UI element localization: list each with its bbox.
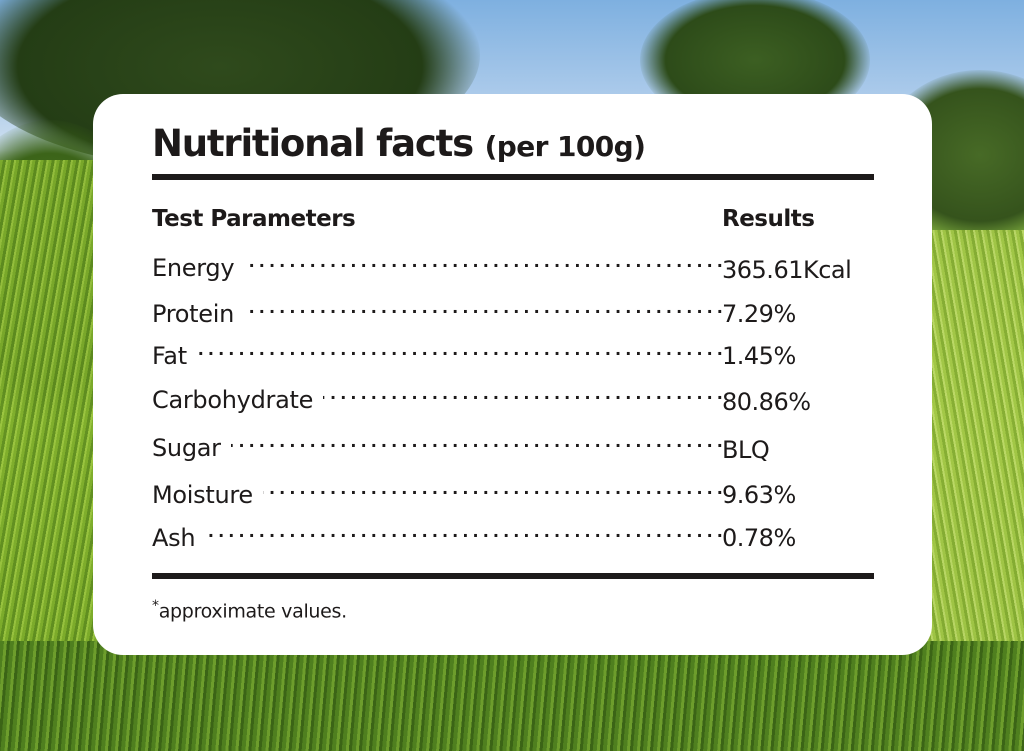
table-row: ········································… [152,254,872,284]
dot-leader: ········································… [152,256,727,275]
row-parameter: Carbohydrate [152,386,324,414]
row-parameter: Protein [152,300,245,328]
column-header-result: Results [722,206,815,232]
crop-field [0,641,1024,751]
table-row: ········································… [152,481,872,511]
table-row: ········································… [152,434,872,464]
dot-leader: ········································… [152,436,727,455]
footnote-text: approximate values. [158,600,347,623]
dot-leader: ········································… [152,483,727,502]
row-parameter: Fat [152,342,197,370]
row-parameter: Energy [152,254,245,282]
row-parameter: Moisture [152,481,263,509]
row-result: 80.86% [722,388,811,416]
footnote: *approximate values. [152,598,347,622]
table-row: ········································… [152,342,872,372]
page-title: Nutritional facts (per 100g) [152,122,646,165]
title-text: Nutritional facts [152,122,474,165]
row-parameter: Ash [152,524,206,552]
column-header-parameter: Test Parameters [152,206,356,232]
footnote-mark: * [152,598,159,614]
title-unit: (per 100g) [484,130,646,163]
table-row: ········································… [152,300,872,330]
top-divider [152,174,874,180]
row-result: 7.29% [722,300,796,328]
row-result: 1.45% [722,342,796,370]
dot-leader: ········································… [152,526,727,545]
table-row: ········································… [152,386,872,416]
table-row: ········································… [152,524,872,554]
row-result: 9.63% [722,481,796,509]
dot-leader: ········································… [152,344,727,363]
nutrition-card: Nutritional facts (per 100g) Test Parame… [93,94,932,655]
row-result: BLQ [722,436,770,464]
row-result: 0.78% [722,524,796,552]
row-result: 365.61Kcal [722,256,852,284]
bottom-divider [152,573,874,579]
row-parameter: Sugar [152,434,231,462]
dot-leader: ········································… [152,302,727,321]
